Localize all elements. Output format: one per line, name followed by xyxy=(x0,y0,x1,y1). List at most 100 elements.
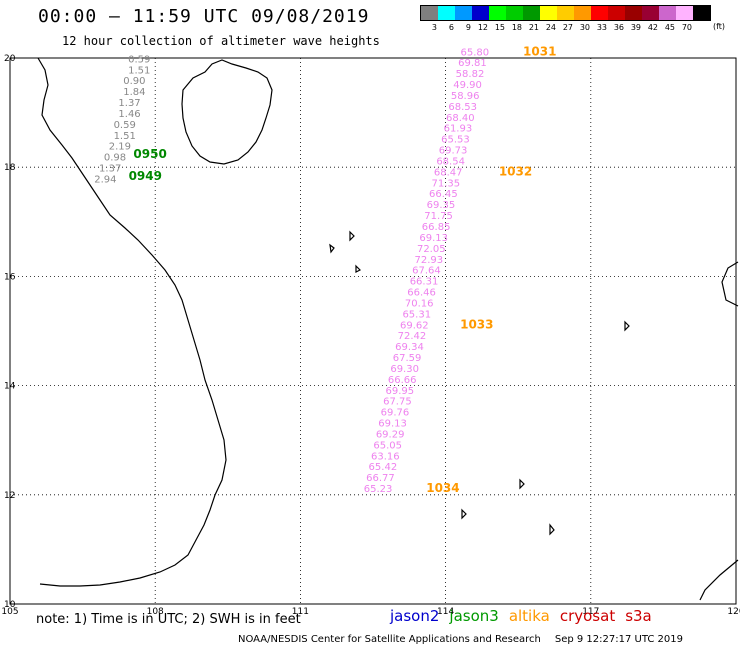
x-tick-label: 111 xyxy=(292,607,309,617)
wave-height-value: 66.45 xyxy=(429,189,458,200)
wave-height-value: 69.13 xyxy=(419,233,448,244)
legend-label: 70 xyxy=(681,23,692,32)
islet xyxy=(355,264,362,273)
wave-height-value: 69.29 xyxy=(376,429,405,440)
wave-height-value: 65.80 xyxy=(461,47,490,58)
palawan-coastline xyxy=(699,559,739,601)
wave-height-value: 68.54 xyxy=(436,156,465,167)
wave-height-value: 71.35 xyxy=(431,178,460,189)
map-subtitle: 12 hour collection of altimeter wave hei… xyxy=(62,34,380,48)
map-border xyxy=(9,57,737,605)
wave-height-value: 67.59 xyxy=(393,353,422,364)
wave-height-value: 68.40 xyxy=(446,113,475,124)
legend-swatch xyxy=(676,6,693,20)
wave-height-value: 49.90 xyxy=(453,80,482,91)
wave-height-value: 65.42 xyxy=(369,462,398,473)
wave-height-value: 69.34 xyxy=(395,342,424,353)
wave-height-value: 68.53 xyxy=(448,102,477,113)
wave-height-value: 1.37 xyxy=(118,98,140,109)
satellite-cryosat: cryosat xyxy=(559,607,616,625)
wave-height-value: 0.90 xyxy=(123,76,145,87)
legend-label: 12 xyxy=(477,23,488,32)
wave-height-value: 72.93 xyxy=(415,255,444,266)
wave-height-value: 72.42 xyxy=(398,331,427,342)
legend-swatch xyxy=(557,6,574,20)
islet xyxy=(624,320,630,332)
legend-label: 18 xyxy=(511,23,522,32)
x-tick-label: 120 xyxy=(727,607,740,617)
legend-swatch xyxy=(608,6,625,20)
credit-line: NOAA/NESDIS Center for Satellite Applica… xyxy=(238,634,683,645)
pass-time-label: 1031 xyxy=(523,44,556,58)
wave-height-value: 69.73 xyxy=(439,146,468,157)
satellite-legend: jason2 jason3 altika cryosat s3a xyxy=(390,607,652,625)
islet xyxy=(519,478,525,490)
satellite-s3a: s3a xyxy=(625,607,652,625)
x-tick-label: 108 xyxy=(147,607,164,617)
legend-labels: 3 6 9 12 15 18 21 24 27 30 33 36 39 42 45 70 xyxy=(420,23,711,32)
map-title: 00:00 — 11:59 UTC 09/08/2019 xyxy=(38,6,370,27)
coastline xyxy=(37,57,739,601)
satellite-altika: altika xyxy=(508,607,550,625)
islet xyxy=(461,508,467,520)
y-tick-label: 18 xyxy=(4,163,16,173)
legend-swatch xyxy=(540,6,557,20)
wave-height-value: 2.94 xyxy=(94,174,116,185)
satellite-jason3: jason3 xyxy=(449,607,499,625)
pass-time-label: 1034 xyxy=(426,481,459,495)
map-grid: 105 108 111 114 117 120 20 18 16 14 12 10 xyxy=(1,54,740,617)
wave-height-value: 2.19 xyxy=(109,142,131,153)
legend-swatch xyxy=(455,6,472,20)
wave-height-value: 69.35 xyxy=(427,200,456,211)
wave-height-value: 69.76 xyxy=(381,408,410,419)
credit-text: NOAA/NESDIS Center for Satellite Applica… xyxy=(238,634,541,645)
wave-height-value: 58.96 xyxy=(451,91,480,102)
wave-height-value: 67.64 xyxy=(412,266,441,277)
wave-height-value: 71.75 xyxy=(424,211,453,222)
legend-label: 24 xyxy=(545,23,556,32)
wave-height-value: 66.66 xyxy=(388,375,417,386)
wave-height-value: 66.77 xyxy=(366,473,395,484)
vietnam-coastline xyxy=(37,57,227,587)
wave-height-value: 70.16 xyxy=(405,298,434,309)
legend-swatch xyxy=(438,6,455,20)
wave-height-value: 61.93 xyxy=(444,124,473,135)
wave-height-value: 66.85 xyxy=(422,222,451,233)
wave-height-value: 65.23 xyxy=(364,484,393,495)
wave-height-legend: 3 6 9 12 15 18 21 24 27 30 33 36 39 42 45 70 (ft) xyxy=(420,5,725,32)
wave-height-value: 66.31 xyxy=(410,277,439,288)
x-tick-label: 114 xyxy=(437,607,454,617)
legend-swatch xyxy=(489,6,506,20)
legend-swatches xyxy=(420,5,711,21)
map-frame xyxy=(9,57,737,605)
hainan-coastline xyxy=(181,59,273,165)
wave-height-value: 1.46 xyxy=(118,109,140,120)
x-tick-label: 105 xyxy=(1,607,18,617)
legend-label: 27 xyxy=(562,23,573,32)
wave-height-value: 1.51 xyxy=(114,131,136,142)
y-tick-label: 20 xyxy=(4,54,16,64)
footer-note: note: 1) Time is in UTC; 2) SWH is in fe… xyxy=(36,612,301,627)
y-tick-label: 10 xyxy=(4,600,16,610)
legend-swatch xyxy=(574,6,591,20)
legend-label: 39 xyxy=(630,23,641,32)
legend-label: 42 xyxy=(647,23,658,32)
y-tick-label: 12 xyxy=(4,491,15,501)
legend-label: 6 xyxy=(448,23,454,32)
legend-swatch xyxy=(625,6,642,20)
x-tick-label: 117 xyxy=(582,607,599,617)
wave-height-value: 72.05 xyxy=(417,244,446,255)
y-tick-label: 14 xyxy=(4,382,16,392)
wave-height-value: 58.82 xyxy=(456,69,485,80)
legend-swatch xyxy=(659,6,676,20)
legend-swatch xyxy=(523,6,540,20)
wave-height-value: 0.59 xyxy=(128,54,150,65)
legend-label: 36 xyxy=(613,23,624,32)
altimeter-tracks: 0.591.510.901.841.371.460.591.512.190.98… xyxy=(94,44,556,495)
pass-time-label: 1033 xyxy=(460,317,493,331)
islet xyxy=(549,523,555,536)
legend-label: 15 xyxy=(494,23,505,32)
pass-time-label: 0950 xyxy=(133,147,166,161)
wave-height-value: 1.84 xyxy=(123,87,145,98)
